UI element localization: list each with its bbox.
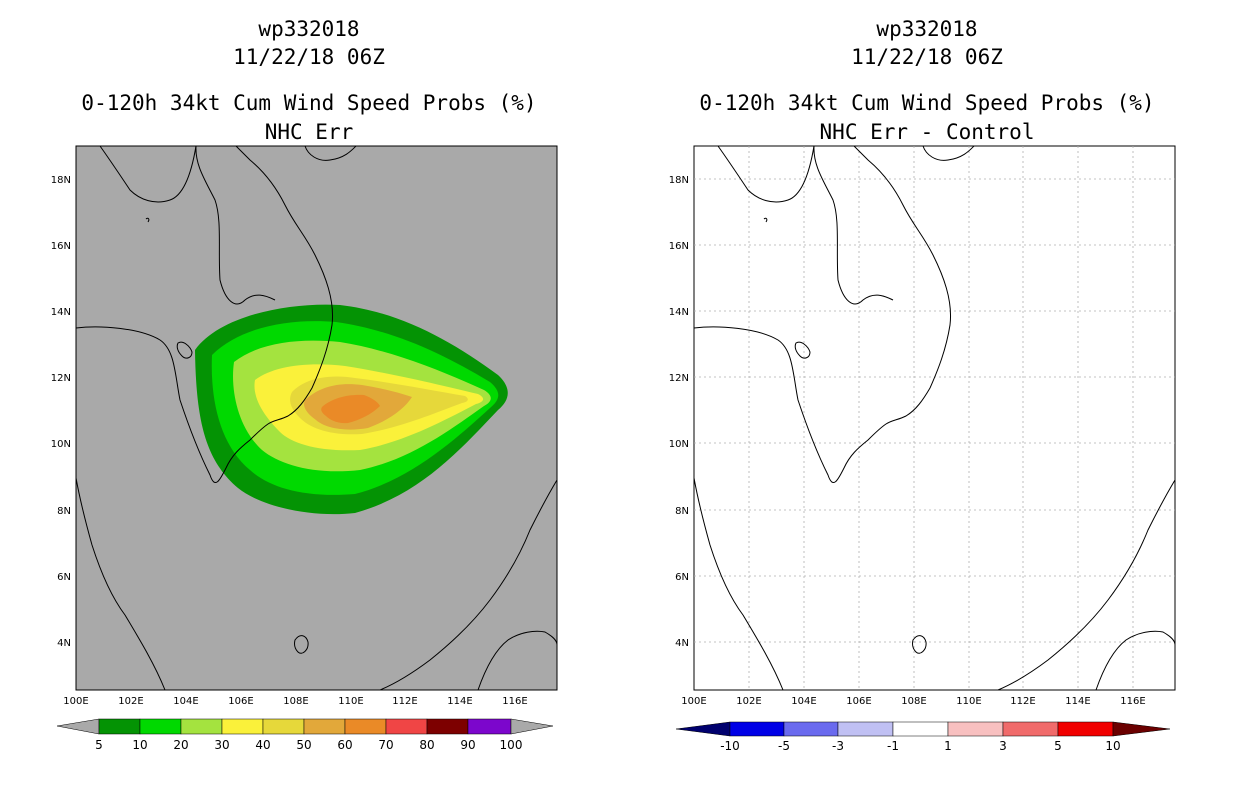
cbar-label: -10 bbox=[720, 739, 740, 753]
right-title-variant: NHC Err - Control bbox=[819, 120, 1035, 144]
colorbar-swatch-30-40 bbox=[221, 718, 264, 735]
cbar-label: 20 bbox=[173, 738, 188, 752]
lat-label-12n: 12N bbox=[51, 373, 71, 384]
lon-label-114e: 114E bbox=[1065, 696, 1090, 707]
colorbar-swatch-neg10-neg5 bbox=[729, 721, 785, 737]
colorbar-swatch-1-3 bbox=[947, 721, 1004, 737]
cbar-label: 3 bbox=[999, 739, 1007, 753]
right-colorbar bbox=[675, 721, 1171, 737]
colorbar-swatch-90-100 bbox=[467, 718, 512, 735]
right-panel: wp332018 11/22/18 06Z 0-120h 34kt Cum Wi… bbox=[618, 0, 1236, 800]
lon-label-102e: 102E bbox=[118, 696, 143, 707]
colorbar-swatch-neg5-neg3 bbox=[783, 721, 839, 737]
lon-label-100e: 100E bbox=[681, 696, 706, 707]
colorbar-swatch-50-60 bbox=[303, 718, 346, 735]
right-map: 100E 102E 104E 106E 108E 110E 112E 114E … bbox=[669, 145, 1176, 753]
right-title-date: 11/22/18 06Z bbox=[851, 45, 1003, 69]
lon-label-106e: 106E bbox=[228, 696, 253, 707]
lon-label-104e: 104E bbox=[173, 696, 198, 707]
lat-label-6n: 6N bbox=[57, 572, 71, 583]
colorbar-swatch-neg3-neg1 bbox=[837, 721, 894, 737]
lat-label-12n: 12N bbox=[669, 373, 689, 384]
lon-label-100e: 100E bbox=[63, 696, 88, 707]
lat-label-16n: 16N bbox=[51, 241, 71, 252]
cbar-label: 70 bbox=[378, 738, 393, 752]
contour-60 bbox=[321, 394, 380, 424]
coastlines bbox=[75, 145, 558, 691]
lon-label-114e: 114E bbox=[447, 696, 472, 707]
colorbar-swatch-5-10 bbox=[1057, 721, 1114, 737]
cbar-label: -5 bbox=[778, 739, 790, 753]
cbar-label: 5 bbox=[95, 738, 103, 752]
lat-label-14n: 14N bbox=[51, 307, 71, 318]
lon-label-112e: 112E bbox=[392, 696, 417, 707]
lon-label-104e: 104E bbox=[791, 696, 816, 707]
colorbar-swatch-80-90 bbox=[426, 718, 469, 735]
right-colorbar-labels: -10 -5 -3 -1 1 3 5 10 bbox=[720, 739, 1120, 753]
left-title-date: 11/22/18 06Z bbox=[233, 45, 385, 69]
right-title-product: 0-120h 34kt Cum Wind Speed Probs (%) bbox=[699, 91, 1155, 115]
colorbar-swatch-40-50 bbox=[262, 718, 305, 735]
wind-probability-contours bbox=[195, 304, 508, 515]
right-title-storm: wp332018 bbox=[876, 17, 978, 41]
lon-tick-labels: 100E 102E 104E 106E 108E 110E 112E 114E … bbox=[63, 696, 527, 707]
lon-tick-labels: 100E 102E 104E 106E 108E 110E 112E 114E … bbox=[681, 696, 1145, 707]
lat-label-10n: 10N bbox=[51, 439, 71, 450]
cbar-label: 10 bbox=[1105, 739, 1120, 753]
lon-label-108e: 108E bbox=[901, 696, 926, 707]
colorbar-left-arrow bbox=[675, 721, 731, 737]
left-title-storm: wp332018 bbox=[258, 17, 360, 41]
cbar-label: 60 bbox=[337, 738, 352, 752]
lat-label-14n: 14N bbox=[669, 307, 689, 318]
cbar-label: 40 bbox=[255, 738, 270, 752]
lon-label-102e: 102E bbox=[736, 696, 761, 707]
lon-label-116e: 116E bbox=[502, 696, 527, 707]
left-map: 100E 102E 104E 106E 108E 110E 112E 114E … bbox=[51, 145, 558, 752]
lat-tick-labels: 18N 16N 14N 12N 10N 8N 6N 4N bbox=[669, 175, 689, 649]
colorbar-swatch-3-5 bbox=[1002, 721, 1059, 737]
lat-label-16n: 16N bbox=[669, 241, 689, 252]
cbar-label: 1 bbox=[944, 739, 952, 753]
lon-label-110e: 110E bbox=[956, 696, 981, 707]
colorbar-right-arrow bbox=[1112, 721, 1171, 737]
left-title-variant: NHC Err bbox=[264, 120, 354, 144]
cbar-label: 80 bbox=[419, 738, 434, 752]
colorbar-swatch-10-20 bbox=[139, 718, 182, 735]
left-panel: wp332018 11/22/18 06Z 0-120h 34kt Cum Wi… bbox=[51, 17, 558, 752]
cbar-label: 100 bbox=[500, 738, 523, 752]
colorbar-swatch-20-30 bbox=[180, 718, 223, 735]
lat-label-4n: 4N bbox=[57, 638, 71, 649]
left-colorbar-labels: 5 10 20 30 40 50 60 70 80 90 100 bbox=[95, 738, 522, 752]
coastlines bbox=[693, 145, 1176, 691]
lon-label-110e: 110E bbox=[338, 696, 363, 707]
lat-label-8n: 8N bbox=[57, 506, 71, 517]
cbar-label: 5 bbox=[1054, 739, 1062, 753]
colorbar-left-arrow bbox=[56, 718, 100, 735]
cbar-label: 50 bbox=[296, 738, 311, 752]
cbar-label: -3 bbox=[832, 739, 844, 753]
lon-label-116e: 116E bbox=[1120, 696, 1145, 707]
lon-label-112e: 112E bbox=[1010, 696, 1035, 707]
cbar-label: 90 bbox=[460, 738, 475, 752]
lat-label-18n: 18N bbox=[669, 175, 689, 186]
cbar-label: 30 bbox=[214, 738, 229, 752]
colorbar-swatch-neg1-1 bbox=[892, 721, 949, 737]
colorbar-right-arrow bbox=[510, 718, 554, 735]
lat-label-10n: 10N bbox=[669, 439, 689, 450]
lat-label-8n: 8N bbox=[675, 506, 689, 517]
left-title-product: 0-120h 34kt Cum Wind Speed Probs (%) bbox=[81, 91, 537, 115]
cbar-label: 10 bbox=[132, 738, 147, 752]
lat-tick-labels: 18N 16N 14N 12N 10N 8N 6N 4N bbox=[51, 175, 71, 649]
colorbar-swatch-70-80 bbox=[385, 718, 428, 735]
cbar-label: -1 bbox=[887, 739, 899, 753]
left-colorbar bbox=[56, 718, 554, 735]
colorbar-swatch-60-70 bbox=[344, 718, 387, 735]
lon-label-106e: 106E bbox=[846, 696, 871, 707]
lat-label-18n: 18N bbox=[51, 175, 71, 186]
lon-label-108e: 108E bbox=[283, 696, 308, 707]
lat-label-6n: 6N bbox=[675, 572, 689, 583]
lat-label-4n: 4N bbox=[675, 638, 689, 649]
right-map-background bbox=[693, 145, 1176, 691]
colorbar-swatch-5-10 bbox=[98, 718, 141, 735]
